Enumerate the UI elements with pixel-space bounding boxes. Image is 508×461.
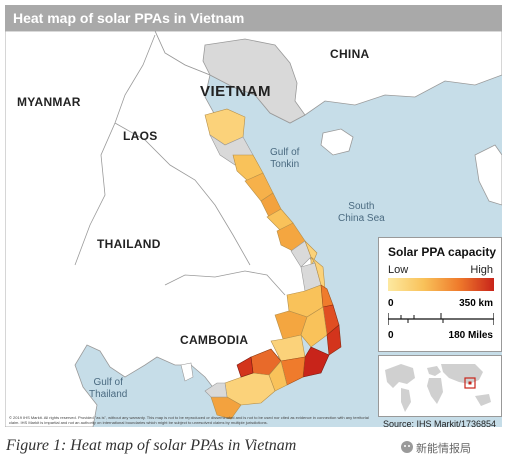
label-gulf-thailand: Gulf of Thailand xyxy=(89,377,128,400)
scale-km-label: 350 km xyxy=(459,298,493,309)
legend-gradient-bar xyxy=(388,278,494,291)
label-thailand: THAILAND xyxy=(97,237,161,251)
legend-low-label: Low xyxy=(388,264,409,276)
label-south-china-sea: South China Sea xyxy=(338,201,385,224)
border-laos-thailand xyxy=(114,122,251,266)
label-china: CHINA xyxy=(330,47,370,61)
map-canvas xyxy=(5,5,502,427)
label-myanmar: MYANMAR xyxy=(17,95,81,109)
legend-box: Solar PPA capacity Low High 0 350 km 0 1… xyxy=(378,237,502,352)
province-ninhthuan xyxy=(326,324,342,356)
title-bar: Heat map of solar PPAs in Vietnam xyxy=(5,5,502,31)
wechat-icon xyxy=(401,441,413,453)
hainan-island xyxy=(320,128,354,156)
province-binhphuoc xyxy=(270,334,306,362)
vietnam-north xyxy=(202,38,306,124)
legend-high-label: High xyxy=(470,264,493,276)
scale-mi-label: 180 Miles xyxy=(448,330,493,341)
disclaimer-text: © 2019 IHS Markit. All rights reserved. … xyxy=(9,415,369,425)
scale-zero-mi: 0 xyxy=(388,330,394,341)
inset-world-map xyxy=(378,355,502,417)
watermark-text: 新能情报局 xyxy=(416,443,471,455)
legend-title: Solar PPA capacity xyxy=(388,245,497,259)
border-myanmar-laos xyxy=(74,34,156,266)
label-vietnam: VIETNAM xyxy=(200,83,271,100)
province-lamdong xyxy=(300,306,328,348)
province-angiang xyxy=(236,356,254,378)
border-thailand-cambodia xyxy=(164,270,286,296)
label-laos: LAOS xyxy=(123,129,158,143)
label-cambodia: CAMBODIA xyxy=(180,333,249,347)
scale-bar xyxy=(388,313,494,325)
map-title: Heat map of solar PPAs in Vietnam xyxy=(13,10,245,26)
inset-map-canvas xyxy=(379,356,501,416)
source-text: Source: IHS Markit/1736854 xyxy=(383,419,497,427)
province-kiengiang xyxy=(204,382,228,398)
philippines-land xyxy=(474,144,502,206)
figure-caption: Figure 1: Heat map of solar PPAs in Viet… xyxy=(6,437,297,454)
label-gulf-tonkin: Gulf of Tonkin xyxy=(270,147,300,170)
map-frame: Heat map of solar PPAs in Vietnam CHINA … xyxy=(5,5,502,427)
inset-highlight xyxy=(464,377,476,389)
phuquoc-island xyxy=(180,362,194,382)
scale-zero-km: 0 xyxy=(388,298,394,309)
